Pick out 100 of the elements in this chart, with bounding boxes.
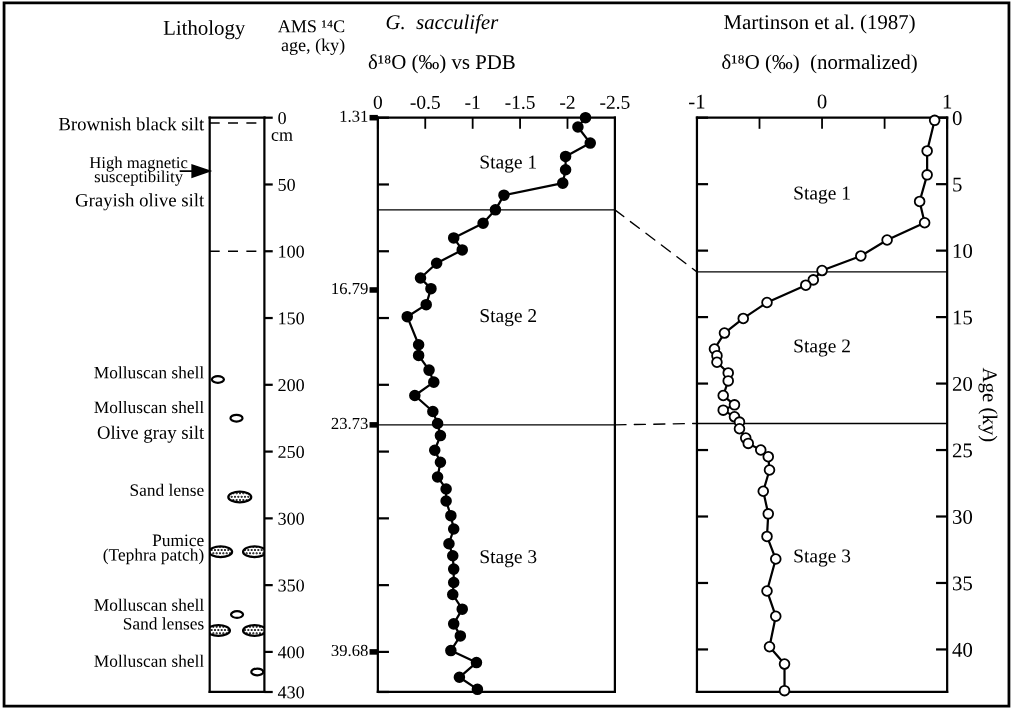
point [498, 189, 510, 201]
y-tick-label: 100 [279, 245, 304, 258]
point [762, 450, 775, 463]
y-tick-label: 350 [278, 579, 304, 592]
point [425, 282, 437, 295]
x-tick-label: -0.5 [410, 95, 440, 109]
point [769, 553, 782, 565]
point [584, 137, 597, 149]
y-tick-label: 300 [278, 512, 304, 525]
point [761, 585, 773, 597]
point [428, 376, 440, 388]
point [489, 204, 502, 216]
y-tick-label: 5 [953, 177, 962, 192]
text: 1.31 [340, 110, 368, 122]
text: Olive gray silt [97, 425, 205, 443]
point [769, 610, 782, 622]
point [754, 444, 767, 456]
point [445, 509, 457, 522]
point [762, 508, 775, 520]
point [423, 364, 435, 376]
point [921, 145, 933, 157]
y-tick-label: 0 [952, 111, 962, 126]
point [881, 234, 893, 246]
text: Pumice (Tephra patch) [103, 534, 204, 565]
point [434, 429, 447, 442]
annotation: Stage 3 [480, 550, 537, 568]
point [431, 417, 444, 430]
text: 23.73 [331, 417, 368, 430]
point [412, 349, 425, 362]
y-axis-title: AMS ¹⁴C age, (ky) [277, 20, 345, 55]
point [414, 272, 427, 284]
y-tick-label: 30 [953, 509, 973, 524]
point [711, 356, 723, 369]
point [434, 456, 447, 469]
text: Sand lenses [123, 617, 204, 630]
point [427, 405, 439, 418]
point [807, 274, 820, 286]
point [470, 656, 483, 669]
point [728, 399, 741, 411]
y-tick-label: 200 [278, 379, 304, 392]
point [401, 310, 414, 323]
text: cm [271, 132, 293, 141]
point [718, 327, 731, 339]
y-tick-label: 25 [952, 443, 973, 458]
point [921, 169, 933, 181]
point [733, 423, 746, 435]
text: 16.79 [332, 282, 368, 295]
x-tick-label: 0 [373, 95, 382, 109]
text: 39.68 [331, 644, 368, 657]
point [431, 471, 444, 483]
point [763, 464, 776, 476]
text: High magnetic susceptibility [89, 156, 188, 186]
text: Molluscan shell [94, 598, 204, 611]
point [800, 279, 812, 291]
x-tick-label: -1 [689, 94, 705, 109]
point [447, 618, 460, 630]
point [757, 485, 770, 498]
text: Molluscan shell [94, 654, 204, 667]
point [763, 641, 776, 653]
text: Brownish black silt [58, 117, 205, 131]
x-tick-label: -2.5 [600, 95, 630, 109]
y-tick-label: 10 [953, 244, 973, 259]
point [477, 217, 489, 229]
point [913, 195, 926, 208]
x-tick-label: 0 [817, 94, 827, 109]
point [440, 495, 452, 507]
point [559, 150, 572, 163]
point [717, 404, 729, 416]
point [928, 114, 941, 127]
point [918, 216, 931, 229]
y-tick-label: 20 [952, 376, 973, 391]
point [440, 483, 452, 495]
point [445, 644, 457, 657]
point [428, 444, 441, 457]
text: Molluscan shell [94, 400, 204, 414]
y-tick-label: 50 [278, 178, 295, 191]
y-tick-label: 400 [277, 646, 304, 659]
y-tick-label: 150 [279, 312, 304, 325]
point [430, 257, 443, 270]
y-tick-label: 250 [278, 445, 304, 459]
point [742, 437, 755, 450]
point [446, 549, 459, 562]
point [761, 296, 773, 309]
x-tick-label: -1.5 [505, 95, 535, 109]
annotation: Stage 2 [480, 309, 537, 327]
point [816, 264, 828, 277]
text: Grayish olive silt [75, 193, 205, 211]
y-axis-title: Age (ky) [978, 367, 998, 442]
point [556, 177, 569, 189]
y-tick-label: 0 [278, 111, 286, 125]
text: Molluscan shell [94, 366, 204, 379]
point [559, 164, 572, 176]
x-tick-label: -2 [560, 95, 575, 109]
point [456, 603, 469, 615]
text: Sand lense [130, 483, 204, 496]
point [447, 232, 460, 244]
y-tick-label: 40 [952, 642, 973, 657]
chart-title: Martinson et al. (1987) [724, 14, 915, 34]
x-tick-label: 1 [943, 94, 952, 109]
text: Lithology [163, 20, 246, 40]
